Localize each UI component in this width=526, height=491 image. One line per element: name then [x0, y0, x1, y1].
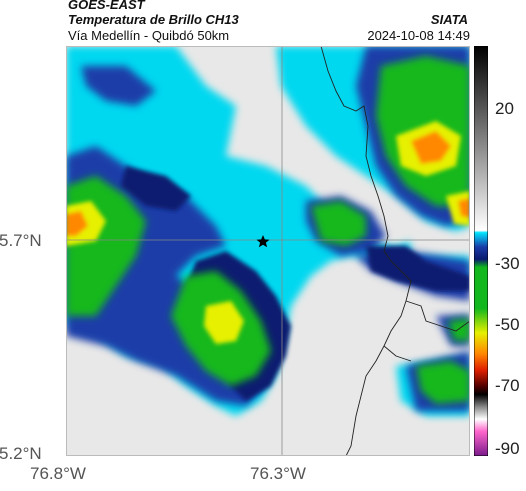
product-title: Temperatura de Brillo CH13 [68, 12, 239, 27]
brightness-temperature-map [66, 46, 470, 456]
warm-core-layer [66, 121, 470, 344]
colorbar-label-minus50: -50 [495, 315, 520, 334]
colorbar-label-minus70: -70 [495, 376, 520, 395]
lat-label-5.2: 5.2°N [0, 444, 42, 463]
star-marker [256, 235, 270, 248]
datetime-label: 2024-10-08 14:49 [367, 28, 470, 43]
satellite-title: GOES-EAST [68, 0, 145, 12]
lon-label-76.3: 76.3°W [250, 464, 306, 483]
colorbar-label-minus90: -90 [495, 439, 520, 458]
border-lines [320, 46, 470, 456]
colorbar-label-20: 20 [495, 99, 514, 118]
colorbar [474, 46, 488, 456]
colorbar-label-minus30: -30 [495, 254, 520, 273]
lon-label-76.8: 76.8°W [30, 464, 86, 483]
lat-label-5.7: 5.7°N [0, 231, 42, 250]
map-frame [66, 46, 470, 456]
region-label: Vía Medellín - Quibdó 50km [68, 28, 230, 43]
org-label: SIATA [430, 12, 468, 27]
